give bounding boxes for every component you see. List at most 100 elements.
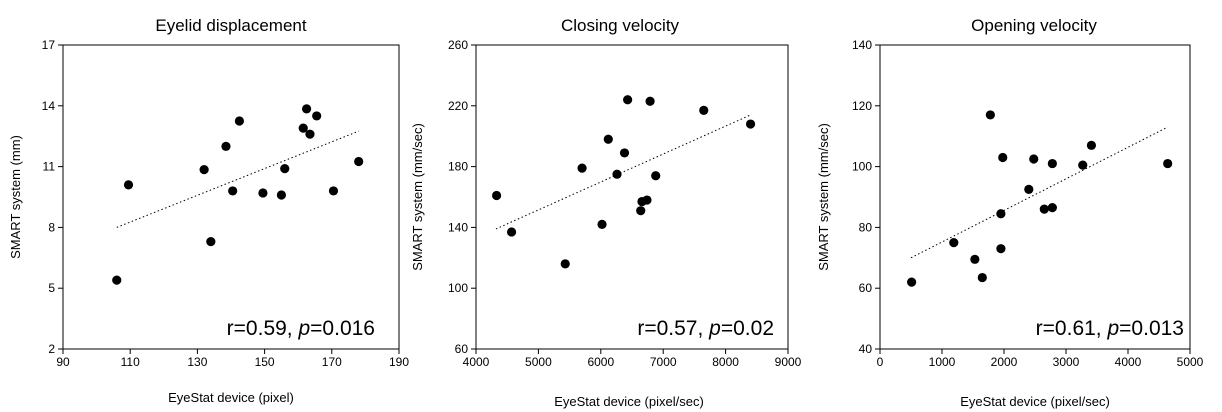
data-point: [560, 259, 570, 269]
y-tick-label: 120: [852, 99, 872, 113]
x-tick-label: 6000: [587, 355, 614, 369]
data-point: [1047, 203, 1057, 213]
data-point: [206, 236, 216, 247]
data-point: [642, 195, 652, 205]
data-point: [298, 123, 308, 133]
data-point: [276, 190, 286, 200]
data-point: [328, 186, 339, 196]
plot-frame: [475, 44, 789, 350]
data-point: [1078, 160, 1088, 170]
data-point: [221, 141, 231, 151]
data-point: [985, 110, 995, 120]
trend-line: [495, 114, 751, 230]
y-tick-label: 60: [455, 342, 469, 356]
y-tick-label: 2: [48, 342, 55, 356]
data-point: [970, 254, 980, 264]
y-tick-label: 60: [859, 281, 873, 295]
trend-line: [116, 130, 359, 228]
data-point: [636, 206, 646, 216]
chart-title: Closing velocity: [561, 16, 680, 35]
x-tick-label: 4000: [463, 355, 490, 369]
data-point: [949, 238, 959, 248]
data-point: [1163, 158, 1173, 169]
annotation-r: r=0.57,: [637, 317, 709, 340]
data-point: [1047, 158, 1057, 169]
x-tick-label: 3000: [1053, 355, 1080, 369]
data-point: [280, 164, 290, 174]
data-point: [996, 244, 1006, 254]
x-tick-label: 150: [255, 355, 275, 369]
x-tick-label: 5000: [1177, 355, 1204, 369]
trend-line: [910, 126, 1168, 259]
y-tick-label: 40: [859, 342, 873, 356]
data-point: [112, 275, 122, 285]
data-point: [907, 277, 917, 287]
x-axis-label: EyeStat device (pixel): [168, 390, 294, 405]
x-tick-label: 7000: [650, 355, 677, 369]
x-tick-label: 1000: [929, 355, 956, 369]
y-axis-label: SMART system (mm): [8, 135, 23, 259]
data-point: [612, 169, 622, 179]
data-point: [1086, 140, 1097, 150]
data-point: [651, 171, 661, 181]
x-axis-label: EyeStat device (pixel/sec): [554, 394, 704, 409]
y-axis-label: SMART system (mm/sec): [410, 123, 425, 271]
y-tick-label: 140: [448, 220, 468, 234]
annotation-r: r=0.59,: [227, 317, 299, 340]
annotation-p-value: =0.02: [721, 317, 774, 340]
y-axis-label: SMART system (mm/sec): [816, 123, 831, 271]
data-point: [228, 186, 238, 196]
data-point: [577, 163, 587, 173]
chart-eyelid-displacement: Eyelid displacement 2 5 8 11 14 17 90 110 130 150 1…: [8, 16, 409, 405]
x-tick-label: 110: [121, 355, 140, 369]
data-point: [996, 209, 1006, 219]
data-point: [506, 227, 517, 237]
y-tick-label: 17: [42, 38, 56, 52]
y-tick-label: 5: [48, 281, 55, 295]
data-point: [645, 96, 655, 106]
y-tick-label: 260: [448, 38, 468, 52]
y-tick-label: 100: [448, 281, 468, 295]
y-tick-label: 80: [859, 220, 873, 234]
x-tick-label: 90: [56, 355, 70, 369]
annotation-p-value: =0.013: [1119, 317, 1184, 340]
data-point: [302, 104, 312, 114]
annotation-r: r=0.61,: [1036, 317, 1108, 340]
data-point: [258, 188, 268, 198]
annotation-p-symbol: p: [708, 317, 721, 340]
y-tick-label: 8: [48, 220, 55, 234]
y-tick-label: 100: [852, 160, 872, 174]
plot-frame: [879, 44, 1191, 350]
data-point: [977, 272, 987, 283]
data-point: [234, 116, 244, 126]
data-point: [603, 134, 613, 144]
y-tick-label: 180: [448, 160, 468, 174]
chart-closing-velocity: Closing velocity 60 100 140 180 220 260 4000 500…: [410, 16, 802, 409]
x-tick-label: 9000: [775, 355, 802, 369]
y-tick-label: 220: [448, 99, 468, 113]
data-point: [998, 152, 1008, 163]
x-tick-label: 130: [187, 355, 207, 369]
y-tick-label: 11: [43, 160, 56, 174]
x-tick-label: 170: [322, 355, 342, 369]
x-axis-label: EyeStat device (pixel/sec): [960, 394, 1110, 409]
x-tick-label: 4000: [1115, 355, 1142, 369]
data-point: [619, 148, 630, 158]
data-point: [623, 95, 633, 105]
data-point: [312, 111, 322, 121]
x-tick-label: 5000: [525, 355, 552, 369]
x-tick-label: 190: [389, 355, 409, 369]
data-point: [199, 165, 209, 175]
correlation-annotation: r=0.59, p=0.016: [227, 317, 375, 340]
data-point: [305, 129, 315, 139]
x-tick-label: 8000: [712, 355, 739, 369]
x-tick-label: 2000: [991, 355, 1018, 369]
chart-title: Opening velocity: [971, 16, 1097, 35]
chart-opening-velocity: Opening velocity 40 60 80 100 120 140 0 1000 2000…: [816, 16, 1204, 409]
data-point: [745, 119, 756, 129]
plot-frame: [62, 44, 400, 350]
data-point: [1029, 154, 1039, 164]
annotation-p-value: =0.016: [310, 317, 375, 340]
correlation-annotation: r=0.57, p=0.02: [637, 317, 774, 340]
